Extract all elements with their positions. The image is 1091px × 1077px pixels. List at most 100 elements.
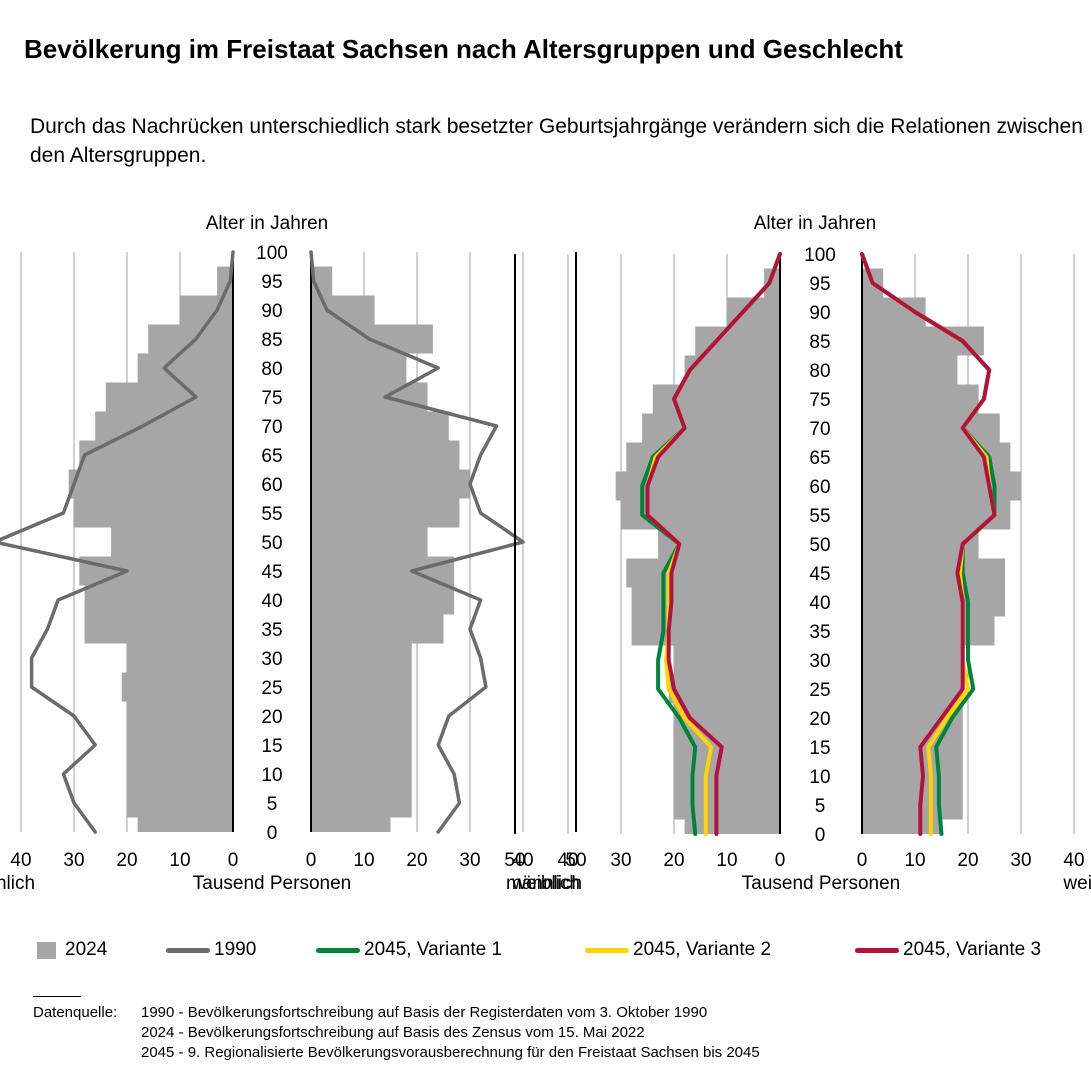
- legend-item-variante-3: 2045, Variante 3: [855, 938, 1041, 962]
- age-tick-label: 75: [809, 390, 830, 411]
- x-tick-label-male: 30: [63, 850, 84, 871]
- x-tick-label-female: 40: [1063, 850, 1084, 871]
- bar-2024-female: [862, 500, 1011, 530]
- age-tick-label: 90: [809, 303, 830, 324]
- bar-2024-male: [127, 701, 233, 731]
- age-tick-label: 75: [261, 388, 282, 409]
- x-tick-label-female: 20: [957, 850, 978, 871]
- source-label: Datenquelle:: [33, 1004, 118, 1021]
- bar-2024-female: [862, 413, 1000, 443]
- age-tick-label: 50: [261, 533, 282, 554]
- bar-2024-male: [626, 558, 780, 588]
- age-axis-label: Alter in Jahren: [206, 213, 329, 234]
- bar-2024-male: [111, 527, 233, 557]
- bar-2024-female: [311, 817, 391, 832]
- age-tick-label: 100: [804, 245, 836, 266]
- age-tick-label: 35: [261, 620, 282, 641]
- bar-2024-female: [862, 790, 963, 820]
- age-tick-label: 0: [815, 825, 826, 846]
- legend-item-variante-1: 2045, Variante 1: [316, 938, 502, 962]
- bar-2024-male: [631, 616, 780, 646]
- age-tick-label: 15: [809, 738, 830, 759]
- bar-2024-female: [311, 469, 470, 499]
- age-tick-label: 80: [809, 361, 830, 382]
- age-tick-label: 90: [261, 301, 282, 322]
- x-tick-label-male: 10: [716, 850, 737, 871]
- legend-item-1990: 1990: [166, 938, 256, 962]
- bar-2024-female: [311, 643, 412, 673]
- x-axis-label: Tausend Personen: [193, 873, 351, 894]
- bar-2024-female: [311, 527, 428, 557]
- x-tick-label-male: 0: [775, 850, 786, 871]
- source-line: 2024 - Bevölkerungsfortschreibung auf Ba…: [141, 1024, 645, 1041]
- x-tick-label-male: 40: [557, 850, 578, 871]
- line-1990-female: [309, 250, 525, 834]
- age-tick-label: 30: [261, 649, 282, 670]
- bar-2024-female: [862, 674, 963, 704]
- age-tick-label: 70: [261, 417, 282, 438]
- male-label: männlich: [506, 873, 582, 894]
- x-tick-label-female: 30: [1010, 850, 1031, 871]
- source-row: 2045 - 9. Regionalisierte Bevölkerungsvo…: [33, 1043, 760, 1063]
- age-tick-label: 55: [809, 506, 830, 527]
- bar-2024-male: [137, 817, 233, 832]
- legend-swatch-variante-1: [316, 947, 360, 953]
- legend-label: 2024: [65, 939, 108, 960]
- bar-2024-female: [862, 384, 979, 414]
- x-tick-label-male: 20: [116, 850, 137, 871]
- bar-2024-male: [217, 266, 233, 296]
- bar-2024-male: [84, 585, 233, 615]
- bar-2024-male: [127, 643, 233, 673]
- page-subtitle: Durch das Nachrücken unterschiedlich sta…: [30, 115, 1083, 167]
- age-tick-label: 60: [809, 477, 830, 498]
- legend-item-variante-2: 2045, Variante 2: [585, 938, 771, 962]
- bar-2024-male: [674, 761, 780, 791]
- bar-2024-female: [311, 498, 460, 528]
- bar-2024-male: [674, 645, 780, 675]
- source-line: 1990 - Bevölkerungsfortschreibung auf Ba…: [141, 1004, 708, 1021]
- age-tick-label: 10: [809, 767, 830, 788]
- source-line: 2045 - 9. Regionalisierte Bevölkerungsvo…: [141, 1044, 760, 1061]
- legend-swatch-variante-3: [855, 947, 899, 953]
- bar-2024-female: [862, 326, 984, 356]
- age-tick-label: 30: [809, 651, 830, 672]
- age-tick-label: 45: [809, 564, 830, 585]
- bar-2024-male: [105, 382, 233, 412]
- bar-2024-female: [311, 382, 428, 412]
- bar-2024-female: [862, 616, 995, 646]
- bar-2024-male: [68, 469, 233, 499]
- x-tick-label-male: 30: [610, 850, 631, 871]
- age-tick-label: 20: [261, 707, 282, 728]
- male-label: männlich: [0, 873, 35, 894]
- bar-2024-female: [862, 761, 963, 791]
- bar-2024-male: [668, 674, 780, 704]
- bar-2024-female: [311, 672, 412, 702]
- age-tick-label: 25: [809, 680, 830, 701]
- age-tick-label: 5: [267, 794, 278, 815]
- bar-2024-male: [127, 730, 233, 760]
- source-row: Datenquelle: 1990 - Bevölkerungsfortschr…: [33, 1003, 760, 1023]
- source-note: Datenquelle: 1990 - Bevölkerungsfortschr…: [33, 1003, 760, 1063]
- bar-2024-female: [862, 732, 963, 762]
- bar-2024-female: [862, 587, 1006, 617]
- age-tick-label: 65: [261, 446, 282, 467]
- legend-label: 2045, Variante 2: [633, 939, 772, 960]
- x-axis-label: Tausend Personen: [742, 873, 900, 894]
- bar-2024-male: [684, 819, 780, 834]
- age-tick-label: 65: [809, 448, 830, 469]
- x-tick-label-male: 40: [10, 850, 31, 871]
- bar-2024-female: [311, 788, 412, 818]
- x-tick-label-female: 0: [857, 850, 868, 871]
- x-tick-label-male: 10: [169, 850, 190, 871]
- bar-2024-female: [862, 355, 958, 385]
- bar-2024-male: [74, 498, 233, 528]
- bar-2024-female: [311, 701, 412, 731]
- bar-2024-male: [137, 353, 233, 383]
- bar-2024-male: [764, 268, 780, 298]
- age-tick-label: 20: [809, 709, 830, 730]
- legend-swatch-1990: [166, 947, 210, 953]
- age-tick-label: 55: [261, 504, 282, 525]
- bar-2024-female: [311, 614, 444, 644]
- x-tick-label-male: 50: [504, 850, 525, 871]
- female-label: weiblich: [511, 873, 580, 894]
